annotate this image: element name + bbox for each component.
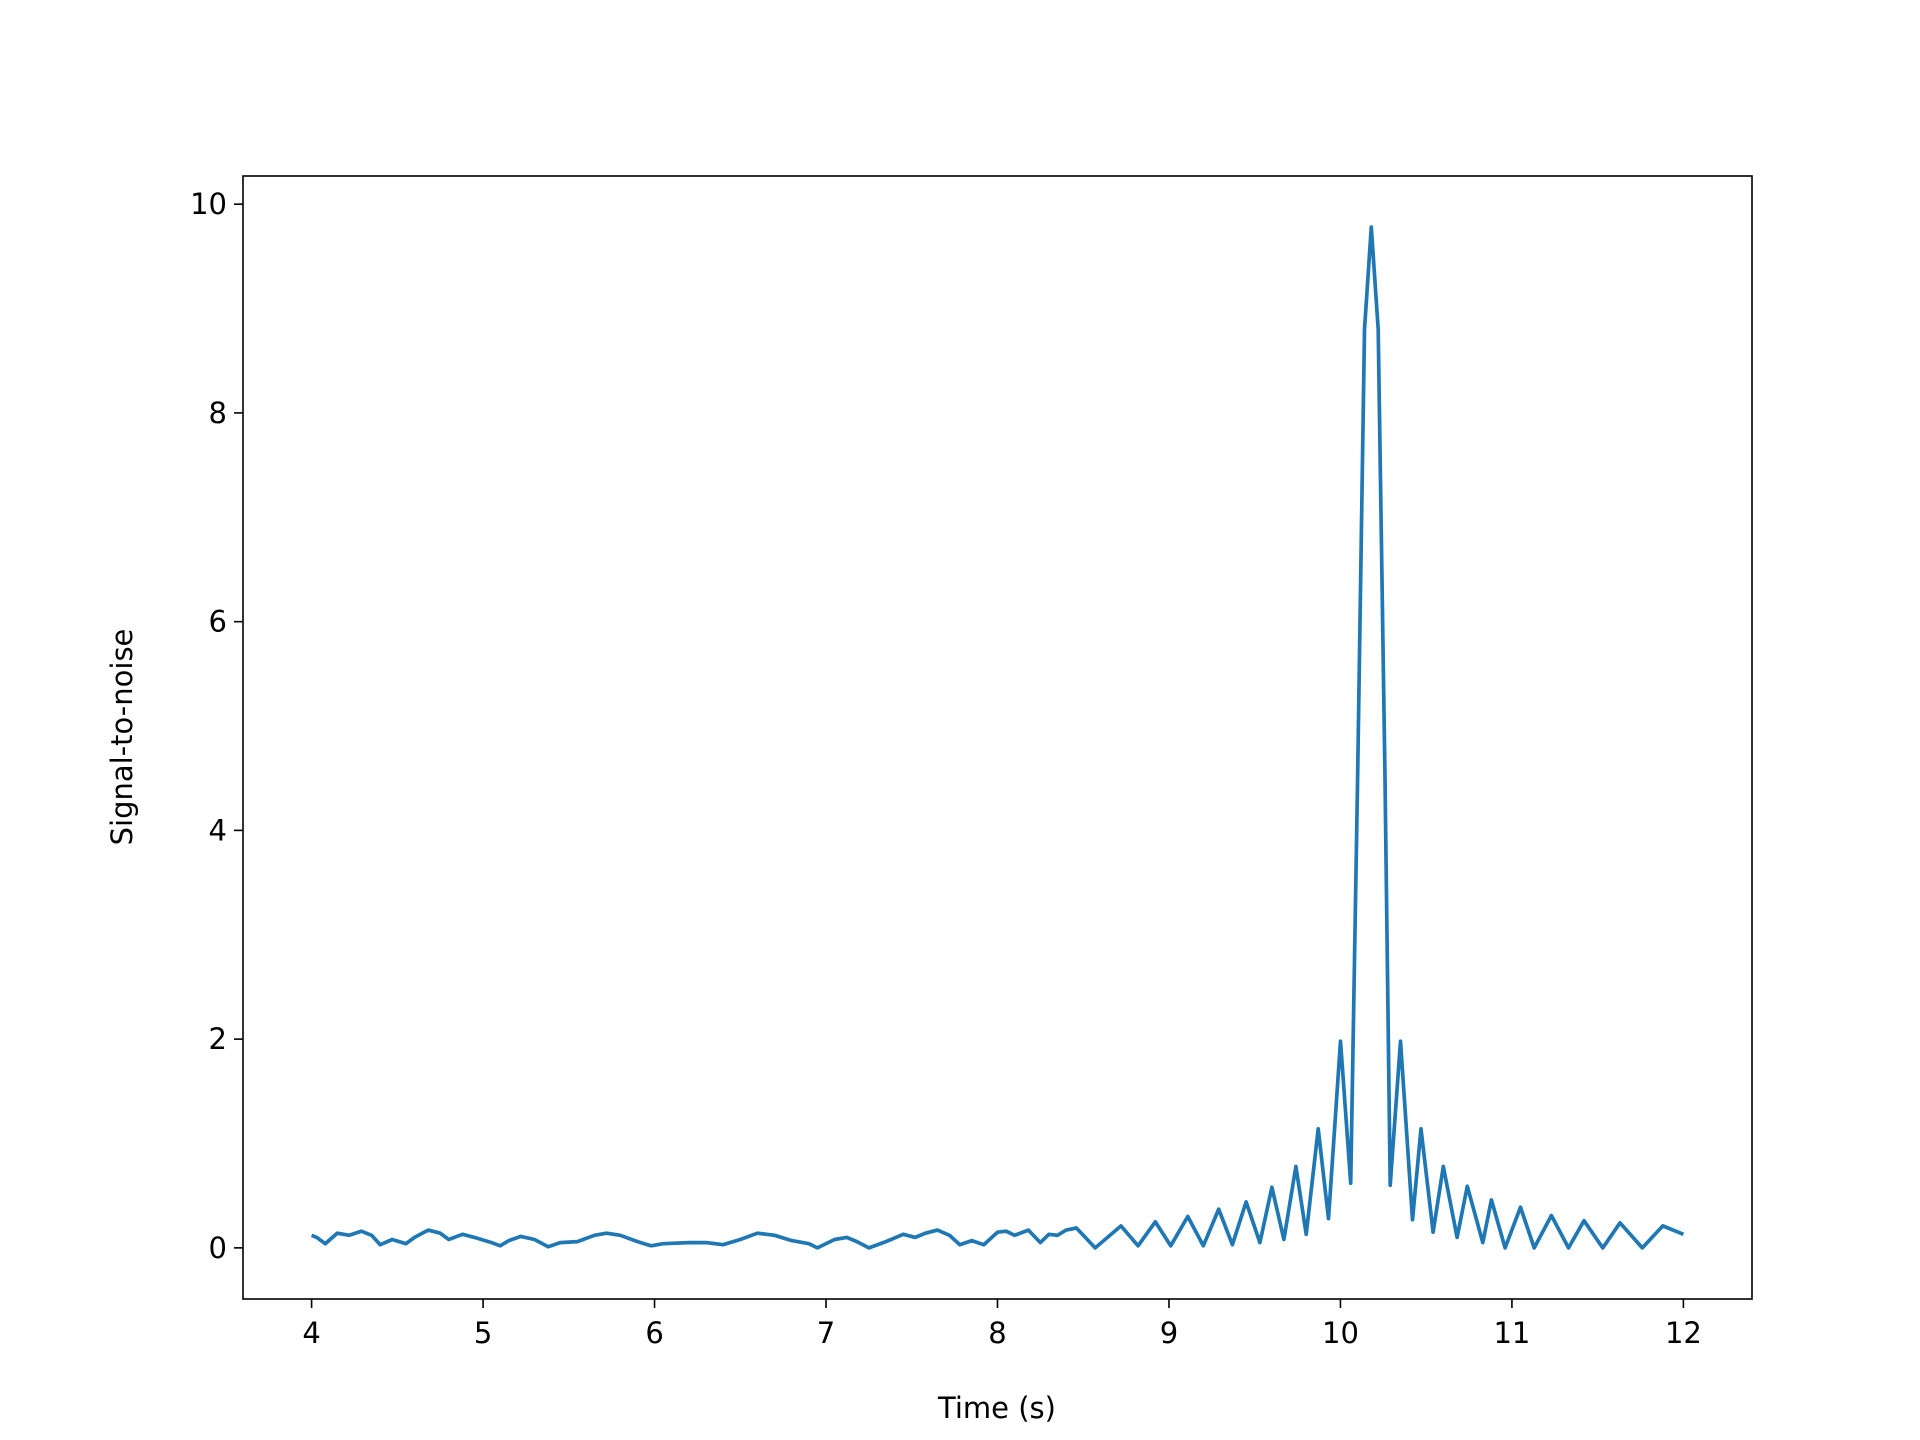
x-tick-label: 10 [1322, 1316, 1359, 1350]
y-tick-label: 4 [209, 813, 227, 847]
y-tick-label: 8 [209, 396, 227, 430]
x-tick-label: 11 [1493, 1316, 1530, 1350]
x-axis-label: Time (s) [937, 1391, 1056, 1425]
plot-frame [242, 175, 1753, 1300]
y-tick-label: 10 [190, 187, 227, 221]
x-tick-label: 8 [988, 1316, 1006, 1350]
line [310, 225, 1685, 1250]
y-axis-label: Signal-to-noise [105, 629, 139, 846]
x-tick-label: 6 [645, 1316, 663, 1350]
x-tick-label: 12 [1665, 1316, 1702, 1350]
x-tick-label: 9 [1160, 1316, 1178, 1350]
x-tick-label: 4 [302, 1316, 320, 1350]
y-tick-label: 0 [209, 1231, 227, 1265]
x-tick-label: 5 [474, 1316, 492, 1350]
y-tick-label: 6 [209, 605, 227, 639]
y-tick-label: 2 [209, 1022, 227, 1056]
x-tick-label: 7 [817, 1316, 835, 1350]
